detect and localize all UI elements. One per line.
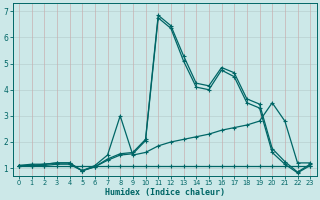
X-axis label: Humidex (Indice chaleur): Humidex (Indice chaleur) [105, 188, 225, 197]
